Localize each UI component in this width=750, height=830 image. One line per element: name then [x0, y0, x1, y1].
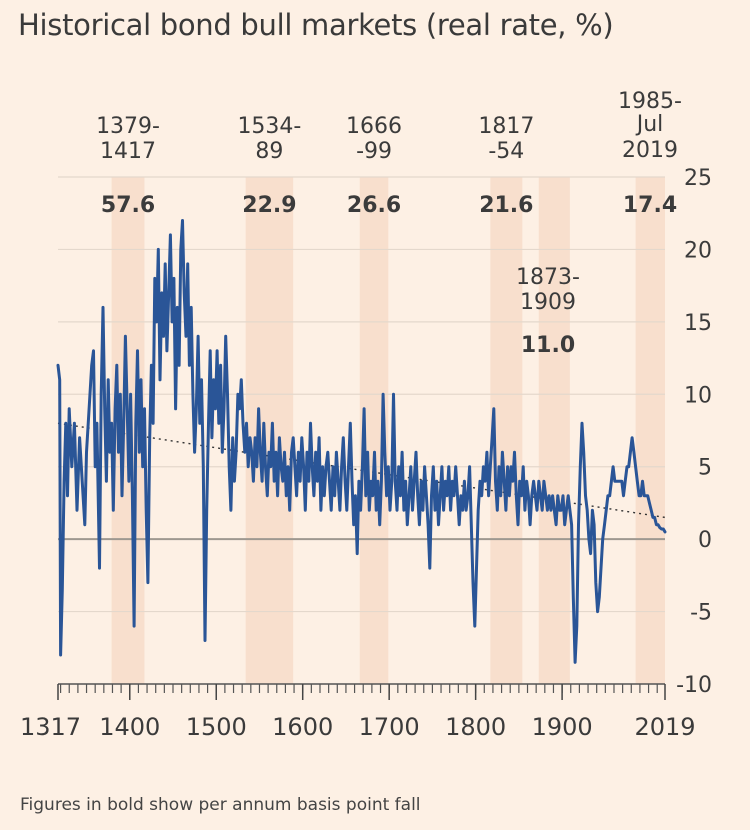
y-tick-label-0: 25 — [684, 166, 712, 191]
y-tick-label-6: -5 — [690, 601, 712, 626]
bull-market-band-5 — [635, 177, 665, 684]
x-tick-label-6: 1900 — [532, 713, 593, 741]
x-tick-label-1: 1400 — [99, 713, 160, 741]
real-rate-series-line-0 — [56, 219, 667, 664]
period-fall-value-5: 17.4 — [623, 193, 677, 218]
y-tick-label-2: 15 — [684, 311, 712, 336]
period-label-5-line-0: 1985- — [618, 89, 682, 114]
period-label-3-line-0: 1817 — [478, 114, 534, 139]
period-label-1-line-0: 1534- — [237, 114, 301, 139]
period-fall-value-1: 22.9 — [242, 193, 296, 218]
period-labels: 1379-1417 57.6 1534-89 22.9 1666-99 26.6 1817-… — [96, 89, 682, 358]
x-tick-label-7: 2019 — [634, 713, 695, 741]
period-label-5-line-2: 2019 — [622, 138, 678, 163]
x-tick-label-3: 1600 — [272, 713, 333, 741]
period-label-3-line-1: -54 — [488, 139, 524, 164]
bond-chart: 1379-141757.61534-8922.91666-9926.61817-… — [20, 89, 712, 741]
x-tick-label-4: 1700 — [359, 713, 420, 741]
period-fall-value-2: 26.6 — [347, 193, 401, 218]
period-fall-value-0: 57.6 — [101, 193, 155, 218]
period-label-4-line-0: 1873- — [516, 265, 580, 290]
x-tick-label-0: 1317 — [20, 713, 81, 741]
period-fall-value-3: 21.6 — [479, 193, 533, 218]
period-label-2-line-0: 1666 — [346, 114, 402, 139]
x-tick-label-2: 1500 — [186, 713, 247, 741]
period-fall-value-4: 11.0 — [521, 333, 575, 358]
x-tick-label-5: 1800 — [445, 713, 506, 741]
y-tick-label-5: 0 — [698, 528, 712, 553]
period-label-5-line-1: Jul — [635, 112, 664, 137]
y-axis: 25 20 15 10 5 0 -5 -10 — [676, 166, 712, 698]
bull-market-band-1 — [245, 177, 294, 684]
footnote: Figures in bold show per annum basis poi… — [20, 795, 421, 815]
period-label-4-line-1: 1909 — [520, 290, 576, 315]
y-tick-label-7: -10 — [676, 673, 712, 698]
period-label-2-line-1: -99 — [356, 139, 392, 164]
chart-title: Historical bond bull markets (real rate,… — [18, 8, 614, 42]
period-label-0-line-0: 1379- — [96, 114, 160, 139]
bull-market-band-4 — [538, 177, 570, 684]
y-tick-label-3: 10 — [684, 383, 712, 408]
y-tick-label-4: 5 — [698, 456, 712, 481]
period-label-0-line-1: 1417 — [100, 139, 156, 164]
period-label-1-line-1: 89 — [255, 139, 283, 164]
y-tick-label-1: 20 — [684, 238, 712, 263]
x-axis: 1317 1400 1500 1600 1700 1800 1900 2019 — [20, 683, 696, 741]
series-layer — [56, 219, 667, 664]
